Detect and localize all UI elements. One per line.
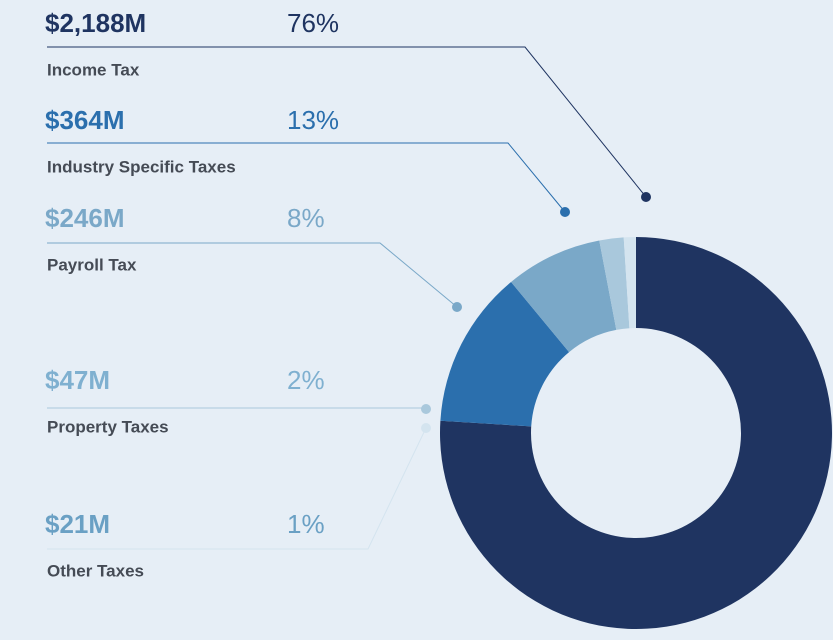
leader-line — [47, 142, 566, 213]
category-label: Industry Specific Taxes — [47, 157, 236, 176]
amount-label: $2,188M — [45, 8, 146, 38]
amount-label: $364M — [45, 105, 125, 135]
slice — [440, 281, 570, 427]
leader-dot — [421, 404, 431, 414]
percent-label: 76% — [287, 8, 339, 38]
slice — [599, 237, 630, 330]
category-label: Income Tax — [47, 60, 140, 79]
percent-label: 1% — [287, 509, 325, 539]
percent-label: 13% — [287, 105, 339, 135]
slice — [439, 237, 832, 629]
category-label: Payroll Tax — [47, 255, 137, 274]
amount-label: $246M — [45, 203, 125, 233]
percent-label: 2% — [287, 365, 325, 395]
percent-label: 8% — [287, 203, 325, 233]
category-label: Property Taxes — [47, 417, 169, 436]
slice — [511, 240, 617, 353]
leader-line — [47, 46, 647, 198]
category-label: Other Taxes — [47, 561, 144, 580]
leader-line — [47, 242, 458, 308]
amount-label: $47M — [45, 365, 110, 395]
leader-dot — [560, 207, 570, 217]
leader-dot — [452, 302, 462, 312]
leader-dot — [421, 423, 431, 433]
leader-dot — [641, 192, 651, 202]
slice — [623, 237, 636, 329]
amount-label: $21M — [45, 509, 110, 539]
leader-line — [47, 427, 427, 550]
